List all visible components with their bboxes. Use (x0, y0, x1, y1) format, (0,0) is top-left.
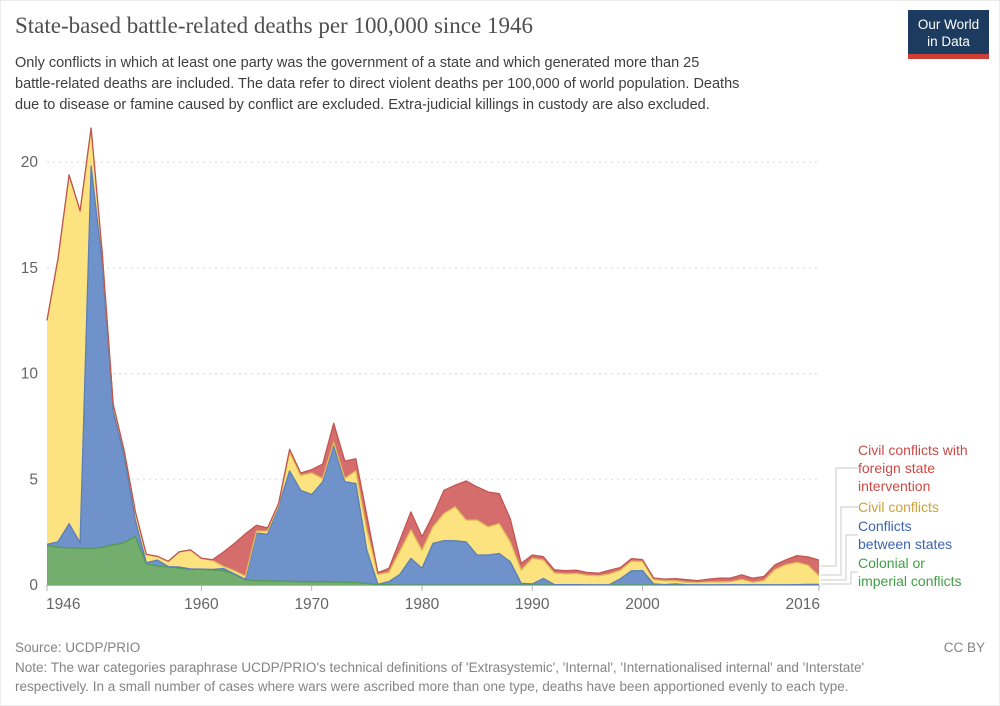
license-label: CC BY (943, 640, 985, 655)
y-tick-label: 0 (29, 577, 38, 594)
legend-connector (821, 571, 858, 585)
y-tick-label: 5 (29, 471, 38, 488)
x-tick-label: 1990 (515, 596, 550, 613)
x-tick-label: 1970 (294, 596, 329, 613)
footnote-line-2: respectively. In a small number of cases… (15, 678, 849, 694)
legend-connector (821, 506, 858, 576)
subtitle-line-1: Only conflicts in which at least one par… (15, 55, 700, 71)
legend-connector (821, 467, 858, 567)
y-tick-label: 10 (21, 366, 39, 383)
chart-subtitle: Only conflicts in which at least one par… (15, 53, 739, 116)
x-tick-label: 2016 (786, 596, 820, 613)
legend-connector-lines (821, 467, 858, 585)
area-series (46, 127, 820, 586)
x-tick-label: 1960 (184, 596, 219, 613)
y-tick-label: 15 (21, 260, 38, 277)
x-tick-label: 1980 (405, 596, 440, 613)
owid-logo: Our World in Data (908, 10, 989, 59)
page-title: State-based battle-related deaths per 10… (15, 13, 533, 38)
axes: 1946 1960 1970 1980 1990 2000 2016 0 5 10 15 20 (21, 154, 820, 613)
gridlines (47, 161, 819, 480)
subtitle-line-3: due to disease or famine caused by confl… (15, 97, 710, 113)
y-tick-label: 20 (21, 154, 39, 171)
area-colonial-or-imperial-conflicts (47, 536, 819, 585)
x-tick-label: 1946 (46, 596, 80, 613)
footnote: Note: The war categories paraphrase UCDP… (15, 659, 864, 696)
logo-line-1: Our World (917, 17, 980, 32)
logo-line-2: in Data (927, 34, 970, 49)
line-civil-conflicts-with-foreign-state-intervention (46, 127, 820, 582)
x-tick-label: 2000 (625, 596, 660, 613)
subtitle-line-2: battle-related deaths are included. The … (15, 76, 740, 92)
footnote-line-1: Note: The war categories paraphrase UCDP… (15, 660, 865, 675)
source-label: Source: UCDP/PRIO (15, 640, 141, 655)
logo-stripe (908, 54, 989, 59)
line-conflicts-between-states (46, 165, 819, 586)
legend-connector (821, 534, 858, 581)
owid-logo-text: Our World in Data (908, 10, 989, 50)
